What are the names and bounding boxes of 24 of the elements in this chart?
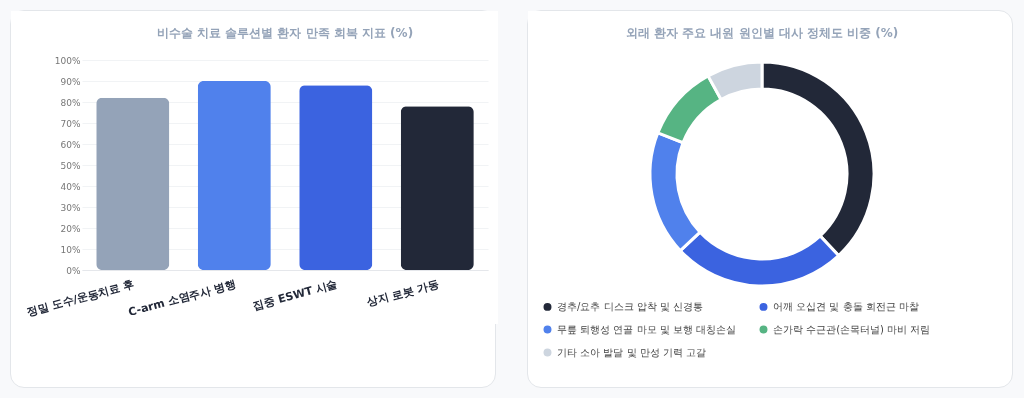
legend-label: 무릎 퇴행성 연골 마모 및 보행 대칭손실 <box>557 323 737 335</box>
y-tick-label: 30% <box>60 202 81 213</box>
y-tick-label: 40% <box>60 181 81 192</box>
y-tick-label: 100% <box>54 55 81 66</box>
x-tick-label: 상지 로봇 가동 <box>365 277 441 310</box>
y-tick-label: 60% <box>60 139 81 150</box>
y-tick-label: 50% <box>60 160 81 171</box>
y-tick-label: 90% <box>60 76 81 87</box>
chart-title: 외래 환자 주요 내원 원인별 대사 정체도 비중 (%) <box>625 26 899 40</box>
y-tick-label: 80% <box>60 97 81 108</box>
chart-title: 비수술 치료 솔루션별 환자 만족 회복 지표 (%) <box>156 26 414 40</box>
x-tick-label: 집중 ESWT 시술 <box>251 277 339 313</box>
bar <box>197 81 271 270</box>
y-tick-label: 70% <box>60 118 81 129</box>
bar <box>299 85 373 270</box>
legend-label: 손가락 수근관(손목터널) 마비 저림 <box>773 323 931 335</box>
bar <box>400 106 474 270</box>
legend-label: 경추/요추 디스크 압착 및 신경통 <box>557 300 704 312</box>
bar <box>96 97 170 270</box>
legend-label: 기타 소아 발달 및 만성 기력 고갈 <box>557 346 707 358</box>
legend-label: 어깨 오십견 및 충돌 회전근 마찰 <box>773 300 919 312</box>
y-tick-label: 20% <box>60 223 81 234</box>
y-tick-label: 10% <box>60 244 81 255</box>
y-tick-label: 0% <box>66 265 81 276</box>
